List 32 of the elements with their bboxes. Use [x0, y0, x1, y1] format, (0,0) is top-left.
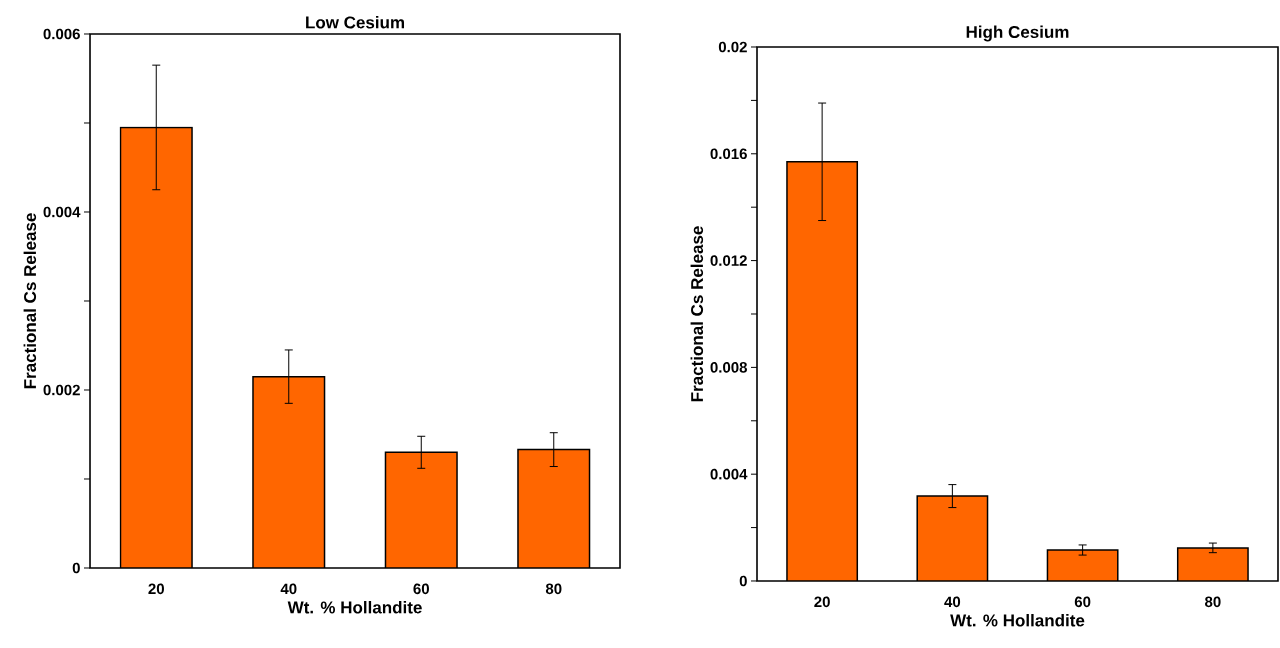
y-tick-label: 0.002 — [43, 384, 80, 396]
y-axis-title: Fractional Cs Release — [23, 213, 37, 389]
y-tick-label: 0.016 — [710, 148, 747, 160]
y-tick-label: 0 — [72, 562, 80, 574]
chart-title: Low Cesium — [306, 15, 405, 29]
y-tick-label: 0.02 — [718, 41, 747, 53]
x-tick-label: 40 — [944, 596, 961, 608]
bar — [1176, 547, 1249, 581]
bar — [384, 451, 458, 568]
x-tick-label: 80 — [1205, 596, 1221, 608]
x-tick-label: 40 — [280, 583, 297, 595]
bar — [119, 126, 193, 568]
x-tick-label: 20 — [148, 583, 164, 595]
x-tick-label: 80 — [545, 583, 562, 595]
y-tick-label: 0.004 — [710, 468, 748, 480]
y-tick-label: 0.012 — [710, 255, 747, 266]
x-axis-title: Wt. % Hollandite — [950, 614, 1085, 627]
y-tick-label: 0.004 — [43, 206, 81, 218]
bar — [252, 375, 326, 568]
y-tick-label: 0.008 — [710, 362, 747, 373]
x-tick-label: 60 — [413, 583, 429, 595]
x-tick-label: 20 — [814, 596, 830, 608]
y-axis-title: Fractional Cs Release — [690, 226, 704, 402]
y-tick-label: 0 — [739, 575, 747, 587]
x-axis-title: Wt. % Hollandite — [287, 601, 422, 614]
y-tick-label: 0.006 — [43, 28, 80, 40]
x-tick-label: 60 — [1074, 596, 1091, 608]
bar — [517, 448, 591, 568]
bar — [1046, 549, 1119, 581]
chart-title: High Cesium — [966, 25, 1069, 42]
bar — [916, 495, 989, 581]
bar — [786, 161, 859, 581]
